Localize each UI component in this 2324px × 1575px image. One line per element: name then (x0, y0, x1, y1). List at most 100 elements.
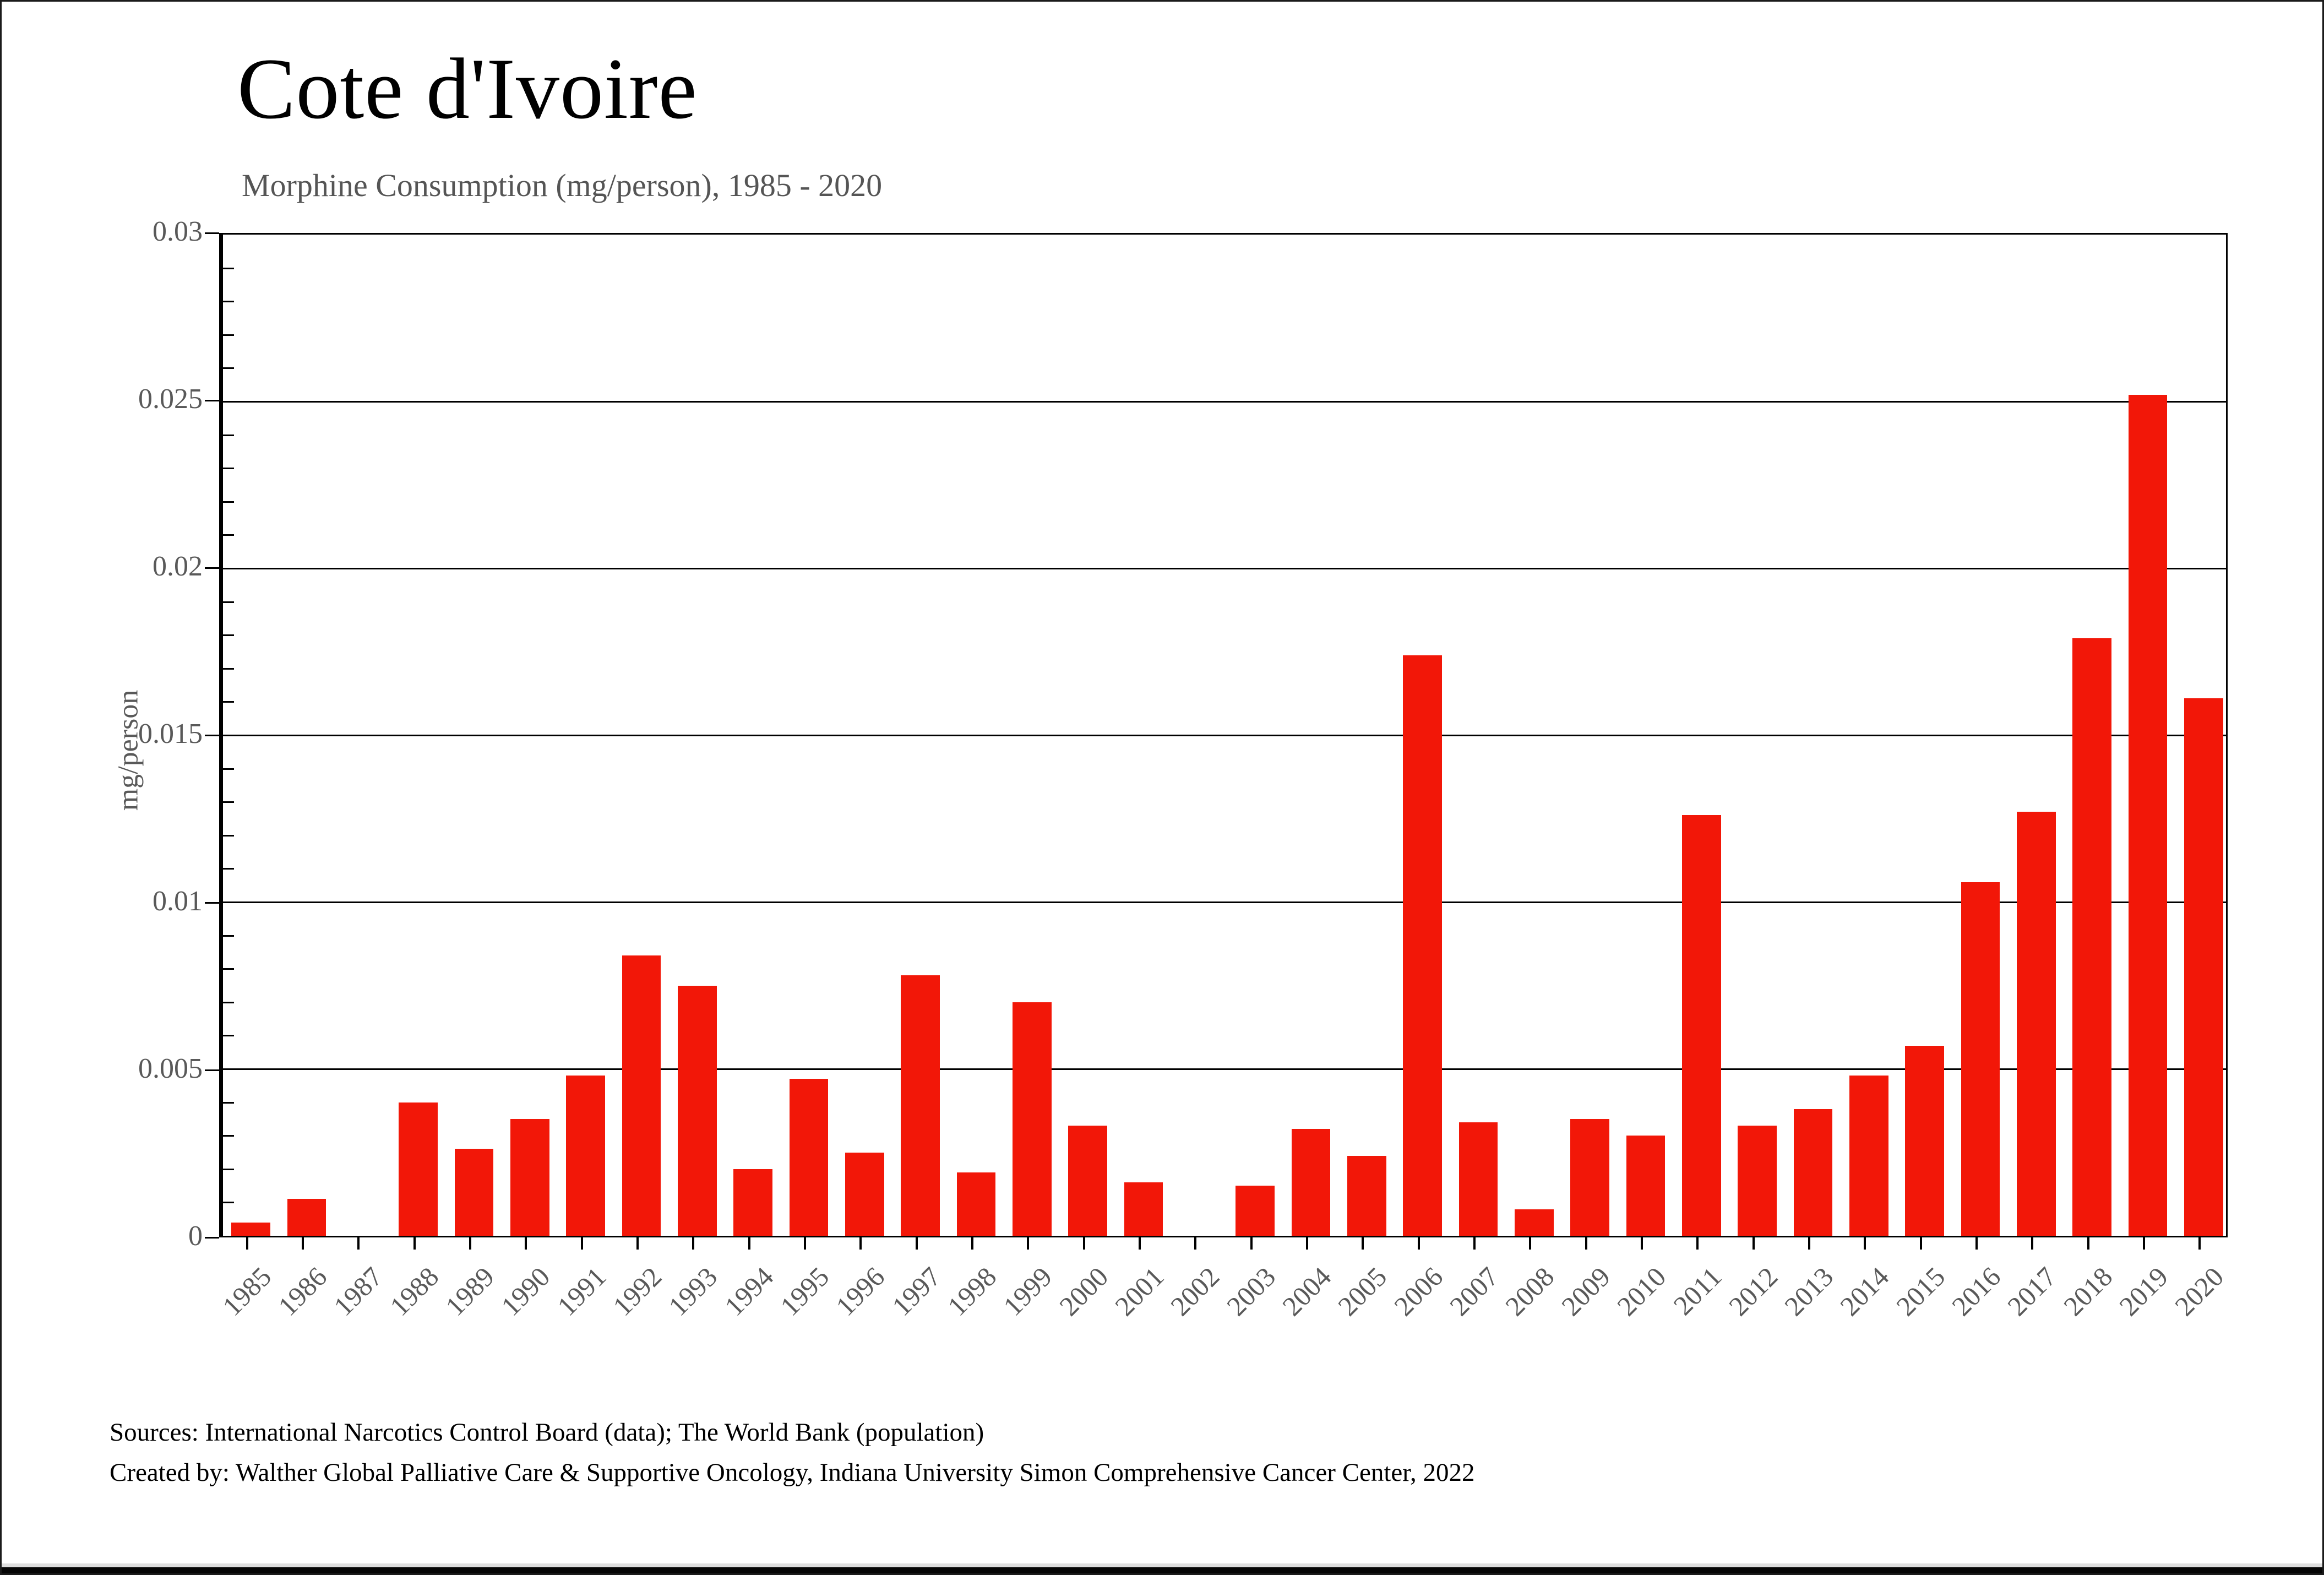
bar-1985 (231, 1222, 271, 1236)
x-tick-label-1985: 1985 (216, 1261, 277, 1322)
x-tick-1988 (413, 1237, 416, 1250)
y-minor-tick (223, 834, 234, 837)
x-tick-label-2006: 2006 (1387, 1261, 1449, 1322)
y-minor-tick (223, 434, 234, 436)
bar-2020 (2184, 698, 2223, 1236)
x-tick-2016 (1975, 1237, 1978, 1250)
bar-2012 (1738, 1126, 1777, 1236)
y-major-tick-0.025 (205, 400, 219, 401)
x-tick-2005 (1362, 1237, 1364, 1250)
x-tick-label-1995: 1995 (774, 1261, 835, 1322)
bar-1997 (901, 975, 940, 1236)
x-tick-label-1998: 1998 (941, 1261, 1003, 1322)
x-tick-label-1993: 1993 (662, 1261, 723, 1322)
y-minor-tick (223, 634, 234, 637)
x-tick-2014 (1864, 1237, 1866, 1250)
x-tick-label-2007: 2007 (1443, 1261, 1505, 1322)
x-tick-label-1997: 1997 (885, 1261, 946, 1322)
bar-2013 (1793, 1109, 1833, 1236)
y-tick-label-0.01: 0.01 (153, 886, 203, 917)
x-tick-2012 (1752, 1237, 1755, 1250)
y-tick-label-0.005: 0.005 (138, 1053, 203, 1084)
bar-2014 (1849, 1076, 1888, 1236)
x-tick-label-1989: 1989 (439, 1261, 500, 1322)
bar-2009 (1570, 1118, 1610, 1236)
y-minor-tick (223, 1001, 234, 1003)
x-tick-label-1996: 1996 (830, 1261, 891, 1322)
footer-created-line: Created by: Walther Global Palliative Ca… (110, 1458, 1475, 1487)
bar-2000 (1068, 1126, 1108, 1236)
x-tick-label-2003: 2003 (1220, 1261, 1281, 1322)
plot-area (219, 233, 2228, 1237)
bar-1998 (956, 1172, 996, 1236)
x-tick-2017 (2031, 1237, 2034, 1250)
x-tick-label-2014: 2014 (1834, 1261, 1895, 1322)
y-minor-tick (223, 501, 234, 503)
x-tick-1990 (525, 1237, 527, 1250)
x-tick-label-2000: 2000 (1053, 1261, 1114, 1322)
y-minor-tick (223, 534, 234, 536)
y-minor-tick (223, 667, 234, 670)
x-tick-2015 (1919, 1237, 1922, 1250)
bar-2019 (2128, 394, 2168, 1236)
y-major-tick-0.01 (205, 902, 219, 904)
x-tick-label-2011: 2011 (1667, 1261, 1728, 1321)
bar-1989 (454, 1149, 494, 1236)
x-tick-label-1991: 1991 (551, 1261, 612, 1322)
y-minor-tick (223, 1202, 234, 1204)
y-tick-label-0.015: 0.015 (138, 718, 203, 750)
bar-1990 (510, 1118, 549, 1236)
y-minor-tick (223, 701, 234, 703)
x-tick-2010 (1641, 1237, 1643, 1250)
x-tick-1985 (246, 1237, 248, 1250)
y-minor-tick (223, 1135, 234, 1137)
footer-sources-line: Sources: International Narcotics Control… (110, 1418, 984, 1447)
bar-2011 (1681, 815, 1721, 1236)
x-tick-label-2004: 2004 (1276, 1261, 1337, 1322)
footer: Sources: International Narcotics Control… (110, 1413, 1475, 1493)
chart-subtitle: Morphine Consumption (mg/person), 1985 -… (242, 167, 883, 203)
x-tick-1989 (469, 1237, 471, 1250)
y-minor-tick (223, 968, 234, 970)
x-tick-2013 (1808, 1237, 1810, 1250)
bar-1992 (622, 955, 661, 1236)
x-tick-label-1986: 1986 (271, 1261, 333, 1322)
x-tick-1994 (748, 1237, 750, 1250)
bar-2001 (1124, 1182, 1163, 1236)
bar-1986 (287, 1199, 326, 1236)
x-tick-label-2019: 2019 (2113, 1261, 2174, 1322)
bar-2006 (1403, 655, 1443, 1236)
x-tick-2006 (1417, 1237, 1420, 1250)
x-tick-1992 (636, 1237, 639, 1250)
x-tick-2004 (1306, 1237, 1308, 1250)
bar-2016 (1961, 882, 2000, 1236)
x-tick-1986 (302, 1237, 304, 1250)
x-tick-2018 (2087, 1237, 2089, 1250)
y-major-tick-0.015 (205, 735, 219, 736)
x-tick-label-1994: 1994 (718, 1261, 779, 1322)
y-minor-tick (223, 935, 234, 937)
x-tick-label-2002: 2002 (1164, 1261, 1226, 1322)
bar-2017 (2016, 812, 2056, 1236)
y-minor-tick (223, 267, 234, 269)
x-tick-label-2001: 2001 (1108, 1261, 1170, 1322)
x-tick-2011 (1696, 1237, 1699, 1250)
x-tick-2002 (1194, 1237, 1197, 1250)
x-tick-label-2020: 2020 (2169, 1261, 2230, 1322)
y-major-tick-0 (205, 1237, 219, 1239)
x-tick-label-2010: 2010 (1610, 1261, 1672, 1322)
x-tick-1997 (915, 1237, 918, 1250)
gridline-0.025 (223, 400, 2226, 403)
x-tick-2020 (2198, 1237, 2201, 1250)
x-tick-label-2016: 2016 (1945, 1261, 2007, 1322)
x-tick-label-2012: 2012 (1722, 1261, 1783, 1322)
x-tick-2000 (1082, 1237, 1085, 1250)
bar-2008 (1514, 1209, 1554, 1236)
bar-1995 (789, 1079, 829, 1236)
x-tick-2003 (1250, 1237, 1253, 1250)
y-minor-tick (223, 601, 234, 603)
bar-2010 (1626, 1136, 1666, 1236)
bar-2005 (1347, 1155, 1386, 1236)
bar-1991 (566, 1076, 606, 1236)
